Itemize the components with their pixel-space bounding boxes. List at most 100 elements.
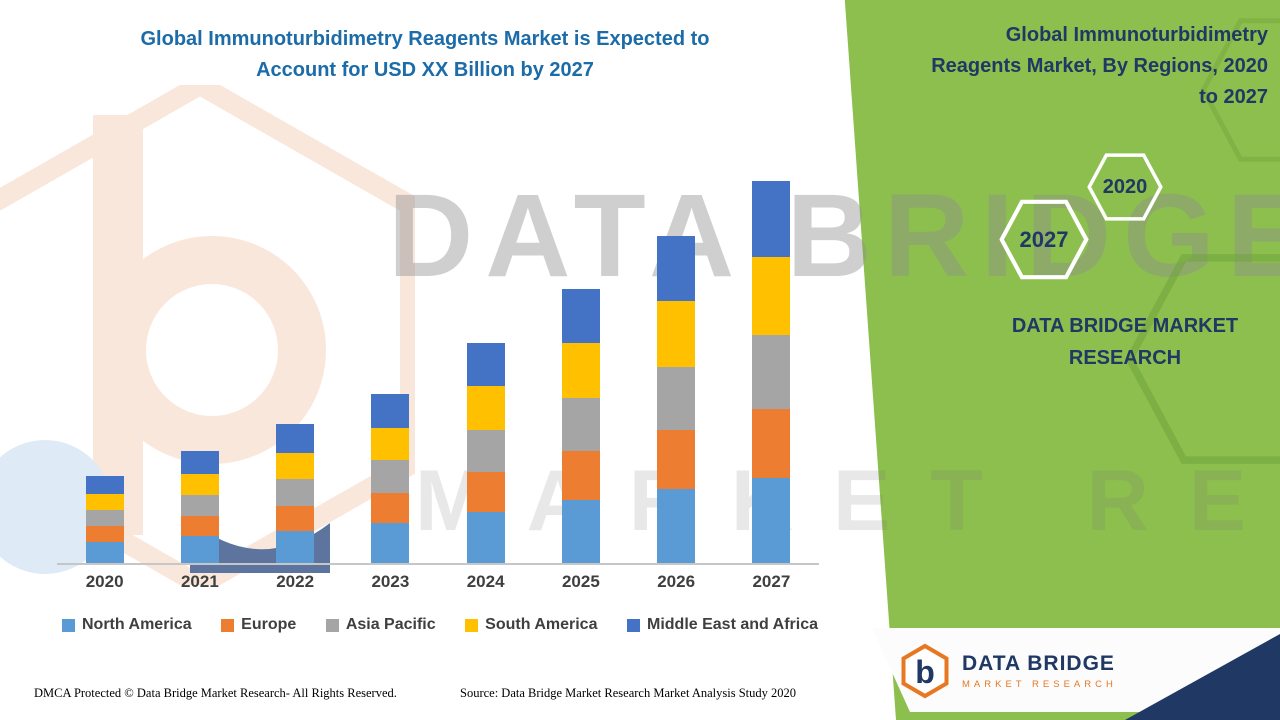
bar-stack-2023 [371,393,410,563]
bar-chart-plot [57,181,819,565]
bar-segment [752,335,791,410]
source-text: Source: Data Bridge Market Research Mark… [460,686,797,700]
bar-segment [752,409,791,478]
bar-segment [466,471,505,512]
legend-swatch [325,618,339,632]
bar-column [343,393,438,563]
bar-stack-2021 [180,450,219,563]
hexagon-year-label: 2020 [1102,175,1148,198]
hexagon-2027: 2027 [998,198,1090,281]
bar-segment [180,450,219,474]
legend-item: Asia Pacific [325,616,436,634]
bar-segment [85,542,124,563]
bar-segment [180,494,219,516]
x-axis-label: 2025 [561,572,600,591]
bar-segment [561,342,600,398]
bar-chart: 2020 2021 2022 2023 2024 2025 2026 2027 [57,181,819,592]
logo-tagline: MARKET RESEARCH [962,679,1117,690]
watermark-blue-circle [0,440,112,574]
bar-segment [466,386,505,431]
bar-stack-2022 [276,424,315,563]
x-axis-label: 2021 [180,572,219,591]
bar-segment [561,450,600,501]
legend-label: Asia Pacific [345,616,436,633]
bar-segment [276,530,315,563]
brand-name-text: DATA BRIDGE MARKET RESEARCH [1011,315,1239,369]
bar-segment [466,430,505,472]
bar-segment [85,526,124,543]
x-axis-label: 2024 [466,572,505,591]
bar-segment [466,511,505,563]
bar-segment [561,500,600,563]
legend-label: North America [82,616,192,633]
legend-item: North America [62,616,192,634]
legend-item: Europe [221,616,296,634]
x-axis-label: 2026 [657,572,696,591]
legend-item: Middle East and Africa [627,616,818,634]
legend-swatch [62,618,75,632]
watermark-hexagon [0,85,415,585]
legend-label: Europe [241,616,297,633]
bar-column [533,289,628,563]
bar-segment [371,393,410,429]
bar-stack-2020 [85,476,124,563]
legend-swatch [465,618,479,632]
bar-column [152,450,247,563]
bar-segment [657,488,696,563]
data-bridge-logo-icon: b [901,643,949,699]
bar-segment [276,424,315,453]
x-axis-label: 2023 [371,572,410,591]
bar-segment [561,289,600,343]
bar-segment [276,452,315,480]
bar-segment [752,257,791,336]
bar-segment [752,181,791,258]
hexagon-2020: 2020 [1086,152,1164,222]
bar-segment [657,367,696,431]
bar-segment [85,476,124,495]
legend-swatch [221,618,235,632]
bar-segment [180,536,219,563]
bar-column [438,342,533,563]
bar-segment [85,510,124,527]
chart-title: Global Immunoturbidimetry Reagents Marke… [140,28,710,81]
bar-segment [180,473,219,495]
hexagon-pattern-icon [1125,254,1280,464]
bar-column [248,424,343,563]
bar-segment [371,523,410,563]
hexagon-pattern-icon [1200,18,1280,162]
legend-label: South America [485,616,598,633]
bar-segment [180,515,219,537]
bar-segment [466,342,505,387]
x-axis-labels: 2020 2021 2022 2023 2024 2025 2026 2027 [57,565,819,592]
x-axis-label: 2027 [752,572,791,591]
bar-segment [85,494,124,511]
watermark-b-bowl [98,236,326,464]
bar-column [57,476,152,563]
logo-monogram: b [915,654,935,690]
legend-label: Middle East and Africa [647,616,818,633]
hexagon-outline-icon [999,199,1089,280]
x-axis-label: 2022 [276,572,315,591]
bar-segment [371,428,410,461]
bar-segment [752,477,791,563]
bar-segment [657,236,696,301]
bar-segment [276,479,315,507]
bar-column [724,181,819,563]
bar-column [629,236,724,563]
watermark-text-primary: DATA BRIDGE [388,170,1280,302]
watermark-text-secondary: MARKET RESEARCH [415,453,1280,549]
bar-segment [657,300,696,368]
bar-segment [561,397,600,451]
bar-segment [276,506,315,531]
logo-text-block: DATA BRIDGE MARKET RESEARCH [962,652,1117,690]
legend: North America Europe Asia Pacific South Ame… [62,616,818,634]
bar-segment [371,460,410,493]
bar-segment [371,492,410,524]
logo-name: DATA BRIDGE [962,652,1115,675]
bar-stack-2026 [657,236,696,563]
copyright-text: DMCA Protected © Data Bridge Market Rese… [34,686,397,700]
bar-segment [657,430,696,489]
bar-stack-2027 [752,181,791,563]
